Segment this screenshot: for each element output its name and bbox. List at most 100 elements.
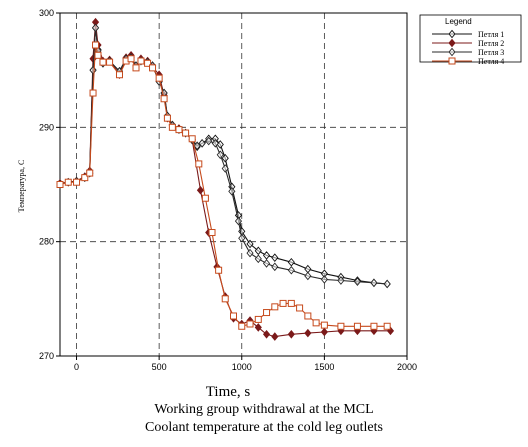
- data-point: [296, 304, 304, 312]
- data-point: [370, 322, 378, 330]
- data-point: [201, 194, 209, 202]
- data-point: [304, 328, 312, 338]
- y-axis-title: Температура, С: [17, 160, 26, 213]
- data-point: [304, 271, 312, 281]
- data-point: [160, 95, 168, 103]
- data-point: [92, 41, 100, 49]
- data-point: [246, 239, 254, 249]
- y-tick-label: 290: [39, 122, 54, 132]
- y-tick-label: 300: [39, 8, 54, 18]
- data-point: [86, 169, 94, 177]
- data-point: [320, 327, 328, 337]
- data-point: [196, 185, 205, 195]
- data-point: [271, 332, 279, 341]
- data-point: [238, 322, 246, 330]
- data-point: [337, 322, 345, 330]
- data-point: [353, 277, 362, 286]
- data-point: [127, 55, 135, 63]
- data-point: [254, 323, 262, 332]
- data-point: [168, 123, 176, 131]
- data-point: [182, 129, 190, 137]
- data-point: [208, 229, 216, 237]
- data-point: [254, 246, 262, 256]
- legend-label: Петля 2: [478, 39, 504, 48]
- legend-label: Петля 1: [478, 30, 504, 39]
- data-point: [221, 164, 229, 173]
- data-point: [94, 51, 102, 59]
- data-point: [64, 178, 72, 186]
- data-point: [215, 266, 223, 274]
- data-point: [91, 23, 100, 33]
- legend-box: [419, 14, 522, 63]
- data-point: [132, 64, 140, 72]
- legend-label: Петля 3: [478, 48, 504, 57]
- data-point: [89, 89, 97, 97]
- data-point: [448, 57, 456, 65]
- data-point: [304, 312, 312, 320]
- data-point: [271, 262, 279, 272]
- legend-label: Петля 4: [478, 57, 504, 66]
- data-point: [230, 312, 237, 320]
- x-tick-label: 1000: [232, 362, 252, 372]
- data-point: [263, 309, 271, 317]
- x-tick-label: 1500: [314, 362, 334, 372]
- series-line: [59, 44, 388, 327]
- data-point: [312, 319, 320, 327]
- data-point: [370, 278, 378, 288]
- y-tick-label: 270: [39, 351, 54, 361]
- data-point: [73, 178, 81, 186]
- legend-title: Legend: [445, 17, 472, 26]
- data-point: [211, 139, 219, 148]
- series-2: [56, 17, 395, 341]
- data-point: [238, 233, 246, 243]
- data-point: [304, 264, 312, 274]
- data-point: [254, 254, 262, 264]
- data-point: [271, 303, 279, 311]
- x-tick-label: 2000: [397, 362, 417, 372]
- data-point: [383, 279, 391, 289]
- data-point: [228, 187, 236, 196]
- data-point: [320, 321, 328, 329]
- data-point: [262, 251, 271, 260]
- axis-ticks: 0 500 1000 1500 2000 270 280 290 300: [39, 8, 417, 372]
- data-point: [448, 38, 456, 48]
- data-point: [287, 265, 295, 275]
- data-point: [337, 276, 345, 285]
- series-layer: [56, 17, 395, 341]
- data-point: [234, 216, 243, 226]
- data-point: [175, 126, 183, 134]
- data-point: [149, 64, 157, 72]
- data-point: [99, 58, 107, 66]
- data-point: [279, 299, 287, 307]
- caption-line-1: Working group withdrawal at the MCL: [154, 402, 374, 417]
- data-point: [89, 65, 97, 75]
- y-tick-label: 280: [39, 237, 54, 247]
- data-point: [221, 153, 229, 163]
- data-point: [262, 259, 271, 268]
- data-point: [163, 114, 171, 122]
- data-point: [205, 136, 213, 146]
- data-point: [115, 71, 123, 79]
- caption-line-2: Coolant temperature at the cold leg outl…: [145, 420, 383, 435]
- data-point: [56, 181, 64, 188]
- data-point: [254, 315, 262, 323]
- data-point: [246, 320, 254, 328]
- data-point: [287, 257, 295, 267]
- data-point: [448, 29, 456, 39]
- data-point: [155, 74, 163, 82]
- x-axis-title: Time, s: [206, 384, 251, 400]
- x-tick-label: 0: [74, 362, 79, 372]
- data-point: [246, 248, 254, 258]
- data-point: [106, 58, 114, 66]
- data-point: [216, 150, 224, 160]
- data-point: [81, 174, 89, 182]
- data-point: [287, 299, 295, 307]
- data-point: [287, 329, 295, 339]
- data-point: [262, 329, 271, 339]
- data-point: [221, 295, 229, 303]
- data-point: [198, 139, 206, 148]
- series-4: [56, 41, 391, 330]
- data-point: [271, 253, 279, 262]
